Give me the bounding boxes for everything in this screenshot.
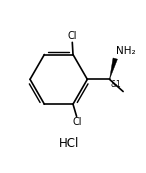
Polygon shape bbox=[110, 58, 118, 79]
Text: Cl: Cl bbox=[68, 31, 77, 41]
Text: &1: &1 bbox=[110, 80, 121, 89]
Text: NH₂: NH₂ bbox=[116, 46, 136, 56]
Text: HCl: HCl bbox=[59, 137, 79, 150]
Text: Cl: Cl bbox=[73, 117, 82, 128]
